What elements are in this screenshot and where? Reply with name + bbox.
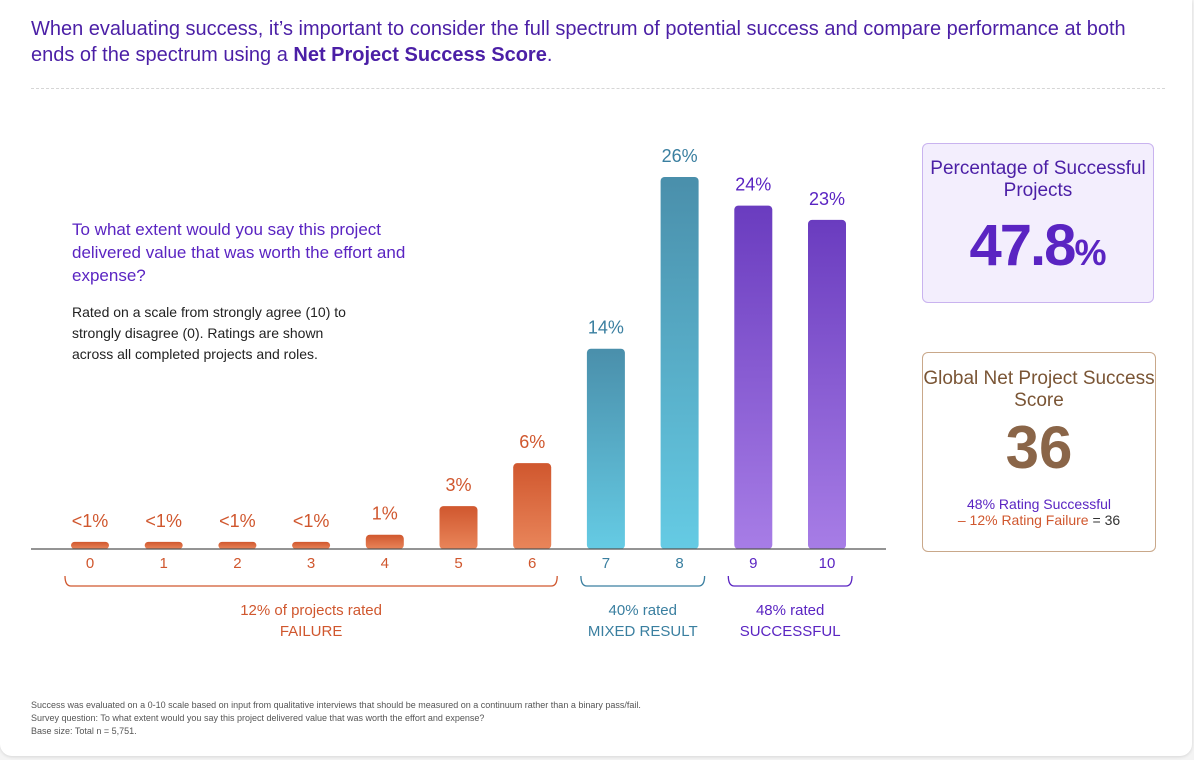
- bar-rating-5: [439, 506, 478, 549]
- percentage-successful-value: 47.8%: [923, 212, 1153, 279]
- footnote-base-size: Base size: Total n = 5,751.: [31, 726, 137, 736]
- bar-rating-4: [365, 534, 404, 549]
- survey-question: To what extent would you say this projec…: [72, 220, 406, 285]
- bar-rating-1: [144, 541, 183, 549]
- formula-failure: – 12% Rating Failure: [957, 512, 1089, 528]
- headline-text: When evaluating success, it’s important …: [31, 18, 1126, 66]
- headline-end: .: [546, 44, 553, 66]
- percentage-unit: %: [1074, 232, 1107, 273]
- group-bracket-0: [64, 575, 558, 587]
- headline-emphasis: Net Project Success Score: [293, 44, 547, 66]
- score-formula: 48% Rating Successful – 12% Rating Failu…: [923, 496, 1155, 528]
- percentage-successful-label: Percentage of Successful Projects: [930, 158, 1146, 201]
- x-tick-label-0: 0: [86, 555, 94, 572]
- group-bracket-1: [580, 575, 706, 587]
- group-label-line1-1: 40% rated: [609, 602, 677, 619]
- group-label-line2-1: MIXED RESULT: [588, 623, 698, 640]
- x-tick-label-8: 8: [675, 555, 683, 572]
- group-bracket-2: [727, 575, 853, 587]
- x-tick-label-1: 1: [160, 555, 168, 572]
- group-label-line1-0: 12% of projects rated: [240, 602, 382, 619]
- bar-value-label-3: <1%: [293, 511, 330, 531]
- bar-value-label-2: <1%: [219, 511, 256, 531]
- bar-rating-0: [71, 541, 109, 549]
- bar-rating-10: [808, 219, 846, 549]
- net-success-score-box: Global Net Project Success Score 36 48% …: [922, 352, 1156, 552]
- bar-rating-9: [734, 205, 773, 549]
- group-label-line2-0: FAILURE: [280, 623, 343, 640]
- x-tick-label-7: 7: [602, 555, 610, 572]
- bar-value-label-5: 3%: [445, 475, 471, 495]
- percentage-number: 47.8: [969, 213, 1077, 278]
- footnotes: Success was evaluated on a 0-10 scale ba…: [31, 699, 1031, 738]
- footnote-method: Success was evaluated on a 0-10 scale ba…: [31, 700, 641, 710]
- rating-bar-chart: <1% 0 <1% 1 <1% 2 <1% 3 1% 4 3% 5 6% 6 14% 7 26% 8 24% 9 23%…: [31, 146, 886, 640]
- bar-value-label-8: 26%: [662, 146, 698, 166]
- bar-value-label-4: 1%: [372, 504, 398, 524]
- formula-success: 48% Rating Successful: [967, 496, 1111, 512]
- question-note: Rated on a scale from strongly agree (10…: [72, 304, 346, 362]
- group-label-line2-2: SUCCESSFUL: [740, 623, 841, 640]
- formula-result: = 36: [1088, 512, 1121, 528]
- x-tick-label-3: 3: [307, 555, 315, 572]
- bar-value-label-1: <1%: [145, 511, 182, 531]
- percentage-successful-box: Percentage of Successful Projects 47.8%: [922, 143, 1154, 303]
- bar-value-label-6: 6%: [519, 432, 545, 452]
- bar-rating-6: [513, 463, 552, 549]
- bar-rating-7: [586, 348, 625, 549]
- headline: When evaluating success, it’s important …: [31, 16, 1131, 68]
- bar-value-label-7: 14%: [588, 318, 624, 338]
- x-tick-label-10: 10: [819, 555, 836, 572]
- footnote-question: Survey question: To what extent would yo…: [31, 713, 485, 723]
- bar-value-label-9: 24%: [735, 175, 771, 195]
- bar-rating-8: [660, 177, 699, 549]
- bar-value-label-0: <1%: [72, 511, 109, 531]
- bar-value-label-10: 23%: [809, 189, 845, 209]
- x-tick-label-9: 9: [749, 555, 757, 572]
- x-tick-label-5: 5: [454, 555, 462, 572]
- group-label-line1-2: 48% rated: [756, 602, 824, 619]
- x-tick-label-6: 6: [528, 555, 536, 572]
- bar-rating-3: [292, 541, 331, 549]
- net-success-score-label: Global Net Project Success Score: [923, 368, 1155, 411]
- divider: [31, 88, 1165, 89]
- x-tick-label-2: 2: [233, 555, 241, 572]
- x-tick-label-4: 4: [381, 555, 389, 572]
- bar-rating-2: [218, 541, 257, 549]
- net-success-score-value: 36: [1005, 414, 1073, 481]
